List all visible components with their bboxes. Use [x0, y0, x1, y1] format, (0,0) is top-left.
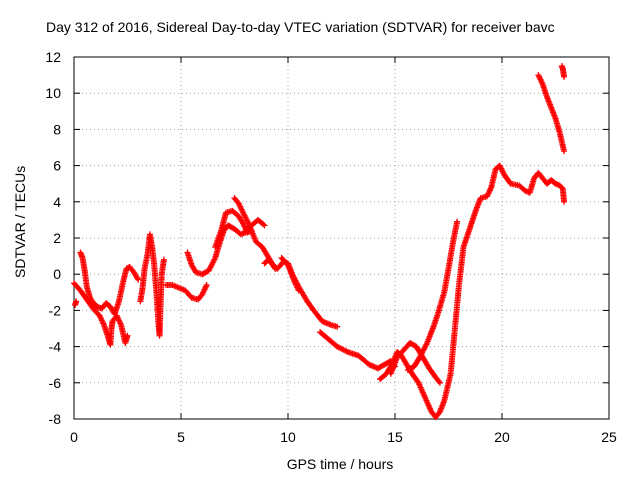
y-axis-label: SDTVAR / TECUs [12, 165, 28, 278]
data-point [334, 323, 341, 330]
data-point [561, 198, 568, 205]
x-tick-label: 5 [177, 429, 185, 445]
data-point [295, 287, 302, 294]
y-tick-label: 0 [53, 266, 61, 282]
y-tick-label: 2 [53, 230, 61, 246]
data-point [124, 332, 131, 339]
x-tick-label: 20 [494, 429, 510, 445]
chart-title: Day 312 of 2016, Sidereal Day-to-day VTE… [46, 19, 555, 35]
y-tick-label: -4 [49, 339, 62, 355]
x-tick-label: 25 [601, 429, 617, 445]
y-tick-label: 12 [45, 49, 61, 65]
y-tick-label: 8 [53, 121, 61, 137]
data-point [260, 221, 267, 228]
x-tick-label: 10 [280, 429, 296, 445]
y-tick-label: -6 [49, 375, 62, 391]
data-point [73, 298, 80, 305]
data-point [561, 73, 568, 80]
data-point [135, 276, 142, 283]
data-point [203, 282, 210, 289]
data-point [561, 148, 568, 155]
data-point [454, 218, 461, 225]
y-tick-label: 10 [45, 85, 61, 101]
x-tick-label: 15 [387, 429, 403, 445]
data-point [261, 222, 268, 229]
x-tick-label: 0 [70, 429, 78, 445]
y-tick-label: -8 [49, 411, 62, 427]
x-axis-label: GPS time / hours [286, 456, 394, 472]
data-point [160, 256, 167, 263]
data-point [558, 184, 565, 191]
y-tick-label: -2 [49, 302, 62, 318]
data-point [436, 379, 443, 386]
y-tick-label: 6 [53, 158, 61, 174]
y-tick-label: 4 [53, 194, 61, 210]
